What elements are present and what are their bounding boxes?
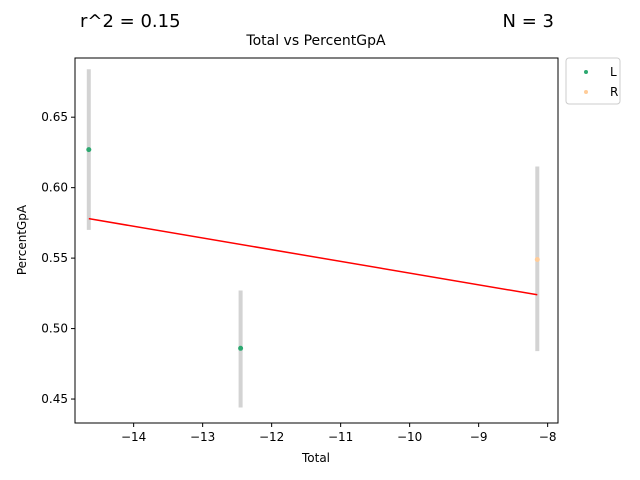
x-tick-label: −12: [259, 430, 284, 444]
legend-marker-l: [584, 70, 588, 74]
x-axis-label: Total: [301, 451, 330, 465]
x-tick-label: −10: [397, 430, 422, 444]
sample-size-annotation: N = 3: [502, 11, 554, 32]
legend-box: [565, 57, 621, 105]
x-tick-label: −14: [121, 430, 146, 444]
chart-title: Total vs PercentGpA: [245, 33, 386, 49]
x-tick-label: −9: [470, 430, 488, 444]
x-tick-label: −11: [328, 430, 353, 444]
y-tick-label: 0.50: [41, 322, 68, 336]
x-tick-label: −8: [539, 430, 557, 444]
r-squared-annotation: r^2 = 0.15: [80, 11, 181, 32]
trend-line: [88, 217, 538, 296]
y-tick-label: 0.55: [41, 251, 68, 265]
y-tick-label: 0.60: [41, 181, 68, 195]
legend-marker-r: [584, 90, 588, 94]
y-tick-label: 0.45: [41, 392, 68, 406]
plot-area-frame: [74, 57, 559, 424]
y-axis-label: PercentGpA: [15, 204, 29, 275]
data-point-r: [534, 257, 540, 263]
legend-label-l: L: [610, 65, 617, 79]
x-tick-label: −13: [190, 430, 215, 444]
legend: LR: [565, 57, 621, 105]
data-point-l: [86, 147, 92, 153]
legend-label-r: R: [610, 85, 618, 99]
data-point-l: [238, 345, 244, 351]
y-tick-label: 0.65: [41, 110, 68, 124]
